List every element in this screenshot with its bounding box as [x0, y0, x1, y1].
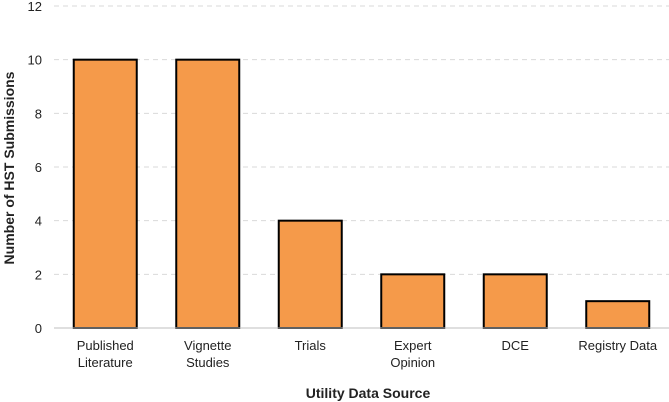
bar — [585, 300, 651, 329]
y-tick-label: 6 — [35, 160, 42, 175]
gridlines — [54, 5, 669, 275]
bars — [72, 58, 651, 330]
bar — [482, 273, 548, 330]
y-axis-title: Number of HST Submissions — [1, 71, 17, 264]
x-tick-label: Registry Data — [578, 338, 658, 353]
x-tick-label: Published Literature — [77, 338, 134, 370]
y-tick-label: 12 — [28, 0, 42, 14]
y-tick-label: 4 — [35, 214, 42, 229]
bar — [72, 58, 138, 330]
bar — [277, 219, 343, 330]
bar — [175, 58, 241, 330]
x-tick-label: Vignette Studies — [184, 338, 231, 370]
y-tick-label: 2 — [35, 267, 42, 282]
x-tick-label: DCE — [502, 338, 530, 353]
x-tick-label: Expert Opinion — [390, 338, 435, 370]
y-tick-label: 0 — [35, 321, 42, 336]
x-tick-labels: Published Literature Vignette Studies Trials… — [77, 338, 658, 370]
bar — [380, 273, 446, 330]
y-tick-label: 8 — [35, 106, 42, 121]
x-tick-label: Trials — [295, 338, 327, 353]
x-axis-title: Utility Data Source — [306, 385, 431, 401]
y-tick-label: 10 — [28, 53, 42, 68]
y-tick-labels: 0 2 4 6 8 10 12 — [28, 0, 42, 336]
